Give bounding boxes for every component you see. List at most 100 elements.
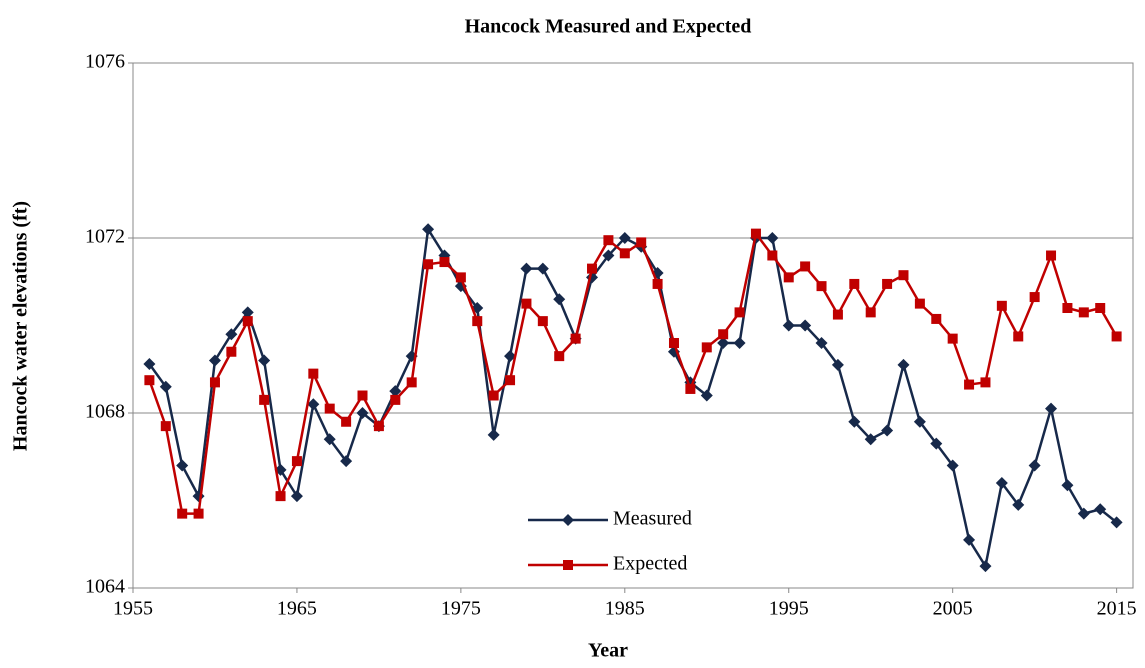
data-point bbox=[341, 416, 352, 427]
data-point bbox=[931, 313, 942, 324]
data-point bbox=[177, 508, 188, 519]
data-point bbox=[505, 375, 516, 386]
x-axis-label: Year bbox=[588, 640, 628, 662]
x-tick-label: 2005 bbox=[933, 598, 973, 620]
data-point bbox=[636, 237, 647, 248]
data-point bbox=[521, 298, 532, 309]
data-point bbox=[143, 358, 156, 370]
data-point bbox=[717, 337, 730, 349]
data-point bbox=[750, 228, 761, 239]
data-point bbox=[964, 379, 975, 390]
x-tick-label: 1965 bbox=[277, 598, 317, 620]
data-point bbox=[602, 249, 615, 262]
data-point bbox=[897, 358, 910, 371]
data-point bbox=[963, 533, 976, 546]
data-point bbox=[323, 433, 336, 446]
data-point bbox=[783, 272, 794, 283]
data-point bbox=[1061, 479, 1074, 492]
legend-label: Expected bbox=[613, 553, 687, 575]
data-point bbox=[619, 248, 630, 259]
data-point bbox=[946, 459, 959, 472]
data-point bbox=[947, 333, 958, 344]
data-point bbox=[193, 508, 204, 519]
data-point bbox=[242, 316, 253, 327]
data-point bbox=[357, 390, 368, 401]
data-point bbox=[225, 328, 238, 341]
data-point bbox=[291, 456, 302, 467]
data-point bbox=[1094, 503, 1107, 516]
data-point bbox=[439, 257, 450, 268]
data-point bbox=[799, 319, 812, 332]
data-point bbox=[766, 232, 779, 244]
data-point bbox=[865, 307, 876, 318]
legend-marker bbox=[563, 560, 573, 570]
data-point bbox=[685, 383, 696, 394]
data-point bbox=[618, 232, 631, 244]
data-point bbox=[782, 319, 795, 332]
data-point bbox=[520, 262, 533, 275]
data-point bbox=[536, 262, 549, 275]
data-point bbox=[767, 250, 778, 261]
data-point bbox=[1045, 402, 1058, 415]
data-point bbox=[914, 298, 925, 309]
data-point bbox=[422, 223, 435, 236]
data-point bbox=[864, 433, 877, 446]
data-point bbox=[849, 278, 860, 289]
data-point bbox=[832, 309, 843, 320]
data-point bbox=[979, 560, 992, 573]
data-point bbox=[208, 354, 221, 367]
data-point bbox=[423, 259, 434, 270]
x-tick-label: 1975 bbox=[441, 598, 481, 620]
data-point bbox=[160, 421, 171, 432]
data-point bbox=[275, 491, 286, 502]
data-point bbox=[995, 477, 1008, 489]
x-tick-label: 1995 bbox=[769, 598, 809, 620]
data-point bbox=[1062, 303, 1073, 313]
data-point bbox=[406, 377, 417, 388]
data-point bbox=[980, 377, 991, 388]
data-point bbox=[389, 385, 402, 398]
data-point bbox=[700, 389, 713, 402]
data-point bbox=[308, 368, 319, 379]
data-point bbox=[816, 281, 827, 292]
data-point bbox=[340, 455, 353, 468]
data-point bbox=[455, 272, 466, 283]
legend-marker bbox=[562, 514, 574, 526]
data-point bbox=[733, 337, 746, 349]
data-point bbox=[488, 390, 499, 401]
data-point bbox=[882, 278, 893, 289]
data-point bbox=[504, 350, 517, 363]
data-point bbox=[241, 306, 254, 319]
data-point bbox=[176, 459, 189, 472]
y-axis-label: Hancock water elevations (ft) bbox=[10, 201, 32, 451]
y-tick-label: 1076 bbox=[85, 51, 125, 73]
data-point bbox=[800, 261, 811, 272]
data-point bbox=[718, 329, 729, 340]
chart-title: Hancock Measured and Expected bbox=[465, 16, 752, 38]
legend-label: Measured bbox=[613, 508, 692, 530]
data-point bbox=[1110, 516, 1123, 529]
data-point bbox=[258, 354, 271, 367]
data-point bbox=[1028, 459, 1041, 472]
x-tick-label: 1955 bbox=[113, 598, 153, 620]
data-point bbox=[259, 394, 270, 405]
data-point bbox=[390, 394, 401, 405]
data-point bbox=[537, 316, 548, 327]
data-point bbox=[553, 293, 566, 306]
data-point bbox=[603, 235, 614, 246]
data-point bbox=[356, 407, 369, 419]
data-point bbox=[209, 377, 220, 388]
data-point bbox=[226, 346, 237, 357]
series-line bbox=[148, 225, 1118, 570]
series-line bbox=[148, 230, 1118, 515]
data-point bbox=[587, 263, 598, 274]
y-tick-label: 1064 bbox=[85, 576, 125, 598]
data-point bbox=[144, 375, 155, 386]
plot-frame bbox=[132, 62, 1134, 589]
data-point bbox=[324, 403, 335, 414]
data-point bbox=[734, 307, 745, 318]
data-point bbox=[472, 316, 483, 327]
data-point bbox=[996, 300, 1007, 311]
data-point bbox=[1046, 250, 1057, 261]
